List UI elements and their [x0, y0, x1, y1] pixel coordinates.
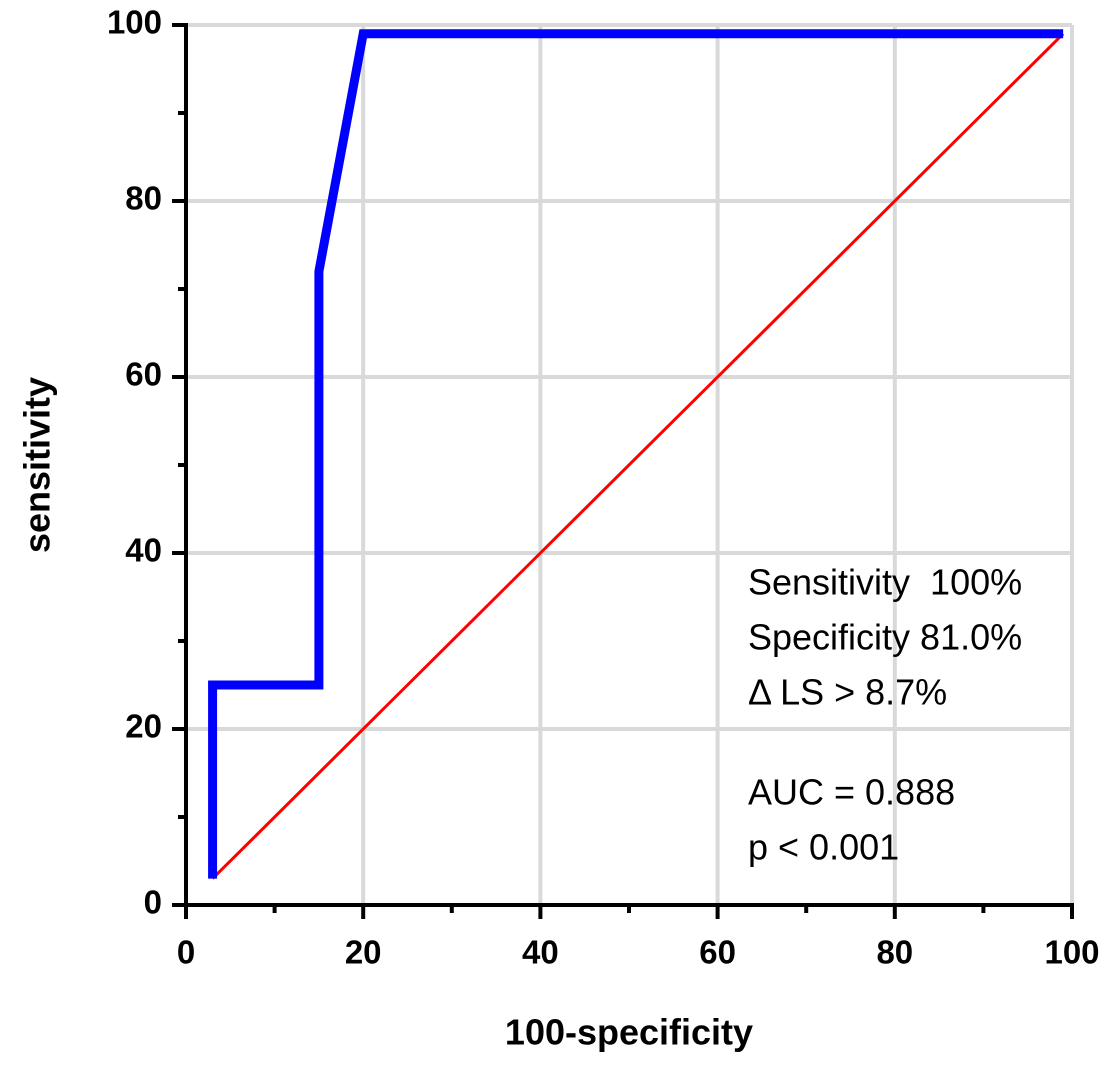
y-tick-label: 80 [125, 180, 162, 217]
x-tick-label: 100 [1044, 934, 1099, 971]
plot-area [208, 29, 1065, 880]
x-tick-label: 80 [876, 934, 913, 971]
y-tick-label: 100 [107, 4, 162, 41]
x-tick-label: 20 [345, 934, 382, 971]
x-tick-label: 0 [177, 934, 195, 971]
annotation: Specificity 81.0% [748, 617, 1022, 658]
y-tick-label: 60 [125, 356, 162, 393]
y-tick-label: 20 [125, 708, 162, 745]
roc-line [211, 32, 1065, 880]
annotation: Δ LS > 8.7% [748, 672, 947, 713]
x-tick-label: 40 [522, 934, 559, 971]
annotation: Sensitivity 100% [748, 562, 1022, 603]
y-tick-label: 0 [144, 884, 162, 921]
x-tick-label: 60 [699, 934, 736, 971]
annotation: p < 0.001 [748, 827, 899, 868]
grid [186, 23, 1074, 905]
x-axis-title: 100-specificity [505, 1012, 753, 1053]
y-tick-label: 40 [125, 532, 162, 569]
annotation: AUC = 0.888 [748, 772, 955, 813]
roc-line [208, 29, 1064, 879]
axes: 0 20 40 60 80 100 0 20 40 60 80 100 [107, 4, 1100, 971]
y-axis-title: sensitivity [17, 377, 58, 553]
